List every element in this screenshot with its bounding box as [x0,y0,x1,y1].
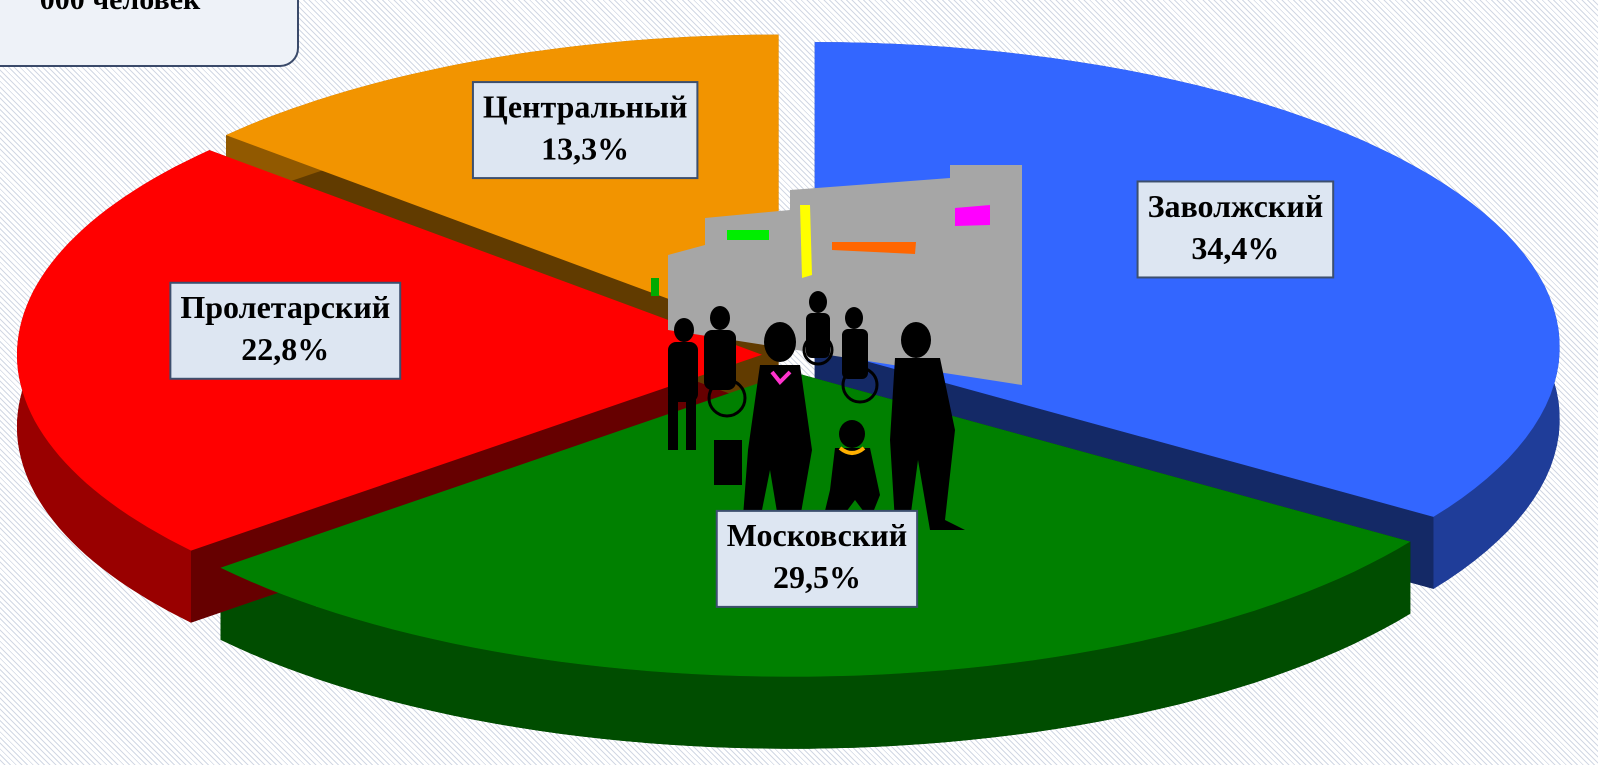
window [727,230,769,240]
note-text: 000 человек [40,0,201,16]
window [651,278,659,296]
category-label: Центральный [483,88,687,124]
page: 000 человек Заволжский 34,4% Московский 29,… [0,0,1598,765]
category-label: Московский [727,517,907,553]
window [955,205,990,226]
value-label: 34,4% [1191,230,1279,266]
value-label: 29,5% [773,559,861,595]
category-label: Заволжский [1148,188,1324,224]
value-label: 13,3% [541,130,629,166]
window [800,205,812,278]
value-label: 22,8% [241,331,329,367]
category-label: Пролетарский [180,289,390,325]
chart: 000 человек Заволжский 34,4% Московский 29,… [0,0,1598,765]
